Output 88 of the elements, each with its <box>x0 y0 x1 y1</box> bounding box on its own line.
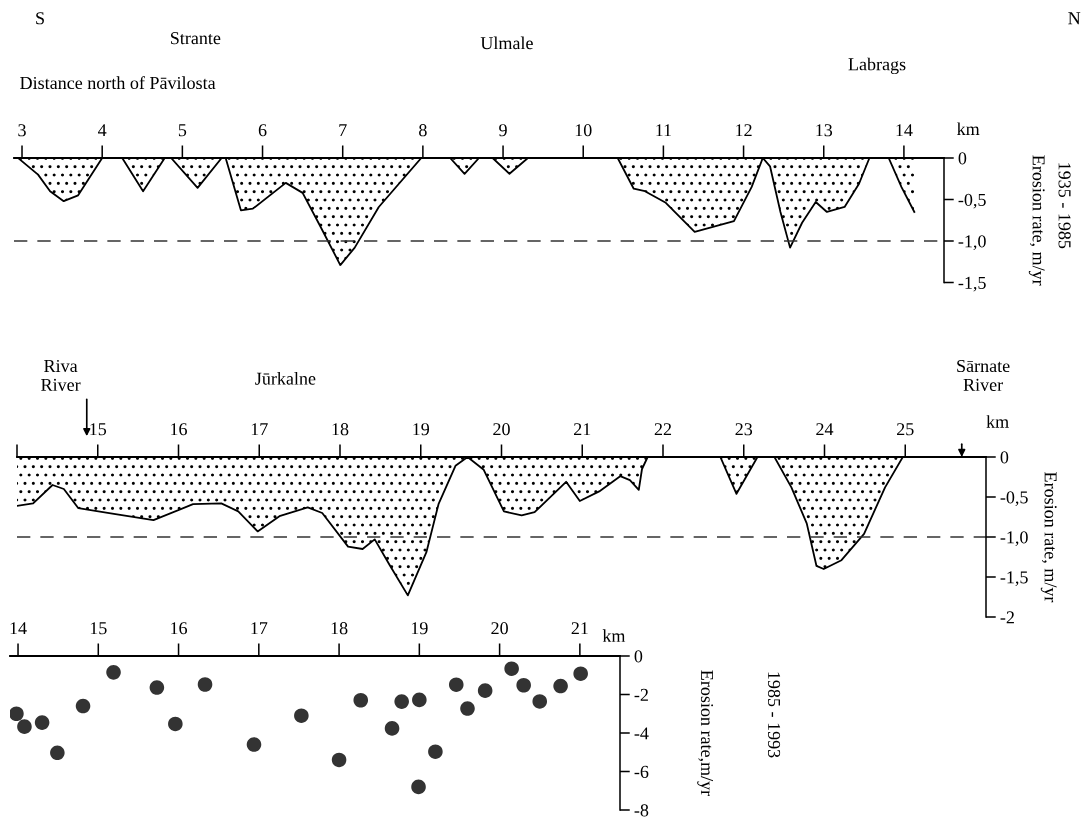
x-tick-label: 14 <box>896 124 913 137</box>
point <box>412 692 427 708</box>
x-tick-label: 4 <box>98 124 107 137</box>
y-axis-title: Erosion rate, m/yr <box>1040 472 1057 603</box>
point <box>516 677 531 693</box>
x-tick-label: 24 <box>816 423 834 436</box>
x-tick-label: 17 <box>251 423 268 436</box>
x-tick-label: 10 <box>575 124 592 137</box>
point <box>75 698 91 714</box>
point <box>460 701 475 716</box>
text: N <box>1068 12 1081 25</box>
x-tick-label: 5 <box>178 124 187 137</box>
x-tick-label: 13 <box>816 124 833 137</box>
y-tick-label: -8 <box>634 804 649 817</box>
text: Ulmale <box>480 36 533 50</box>
point <box>17 719 32 734</box>
y-tick-label: -1,5 <box>958 276 986 292</box>
point <box>384 721 400 736</box>
x-tick-label: 9 <box>499 124 507 137</box>
y-tick-label: -4 <box>634 727 649 740</box>
point <box>504 661 519 676</box>
x-tick-label: 19 <box>413 423 430 436</box>
point <box>50 745 65 761</box>
x-tick-label: 17 <box>251 622 268 635</box>
y-tick-label: -1,0 <box>958 235 986 251</box>
point <box>168 716 183 732</box>
x-tick-label: 18 <box>332 423 349 436</box>
point <box>331 752 347 768</box>
x-tick-label: 15 <box>90 423 107 436</box>
x-tick-label: 18 <box>331 622 348 635</box>
text: km <box>602 629 626 642</box>
text: 1985 - 1993 <box>767 672 781 758</box>
text: Strante <box>170 32 221 45</box>
y-axis-title: Erosion rate, m/yr <box>1028 155 1045 286</box>
y-tick-label: -2 <box>634 688 648 701</box>
x-tick-label: 16 <box>171 423 187 436</box>
y-tick-label: -0,5 <box>958 193 986 209</box>
point <box>394 694 409 709</box>
y-tick-label: -0,5 <box>1000 491 1028 507</box>
text: Labrags <box>848 57 906 75</box>
text: Sārnate River <box>957 359 1010 391</box>
x-tick-label: 16 <box>171 622 188 635</box>
y-tick-label: -6 <box>634 765 649 778</box>
text: S <box>36 12 44 25</box>
x-tick-label: 21 <box>574 423 591 436</box>
x-tick-label: 20 <box>493 423 510 436</box>
text: Riva River <box>41 359 81 391</box>
x-tick-label: 7 <box>339 124 347 137</box>
x-tick-label: 22 <box>654 423 672 436</box>
x-tick-label: 21 <box>571 622 588 635</box>
point <box>411 779 426 795</box>
point <box>477 683 493 698</box>
y-tick-label: 0 <box>1000 451 1009 464</box>
x-tick-label: 20 <box>491 622 508 635</box>
point <box>553 678 568 694</box>
x-tick-label: 14 <box>10 622 27 635</box>
point <box>573 666 588 681</box>
y-tick-label: -1,5 <box>1000 571 1028 587</box>
x-tick-label: 12 <box>736 124 752 137</box>
x-tick-label: 6 <box>258 124 267 137</box>
text: km <box>986 415 1009 428</box>
text: 1935 - 1985 <box>1058 163 1071 249</box>
point <box>106 665 121 680</box>
point <box>448 677 464 692</box>
x-axis-title: Distance north of Pāvilosta <box>20 76 216 90</box>
x-tick-label: 15 <box>90 622 107 635</box>
x-tick-label: 8 <box>419 124 427 137</box>
x-tick-label: 25 <box>897 423 914 436</box>
text: km <box>956 122 980 135</box>
y-tick-label: -1,0 <box>1000 531 1028 547</box>
point <box>246 737 262 752</box>
point <box>10 706 24 722</box>
point <box>532 694 548 709</box>
y-tick-label: -2 <box>1000 611 1014 624</box>
point <box>428 744 443 759</box>
point <box>197 677 213 692</box>
y-tick-label: 0 <box>958 152 967 165</box>
point <box>149 680 165 695</box>
point <box>294 708 309 723</box>
point <box>34 715 50 730</box>
x-tick-label: 11 <box>656 124 671 137</box>
point <box>353 692 369 708</box>
y-axis-title: Erosion rate,m/yr <box>697 670 714 797</box>
x-tick-label: 19 <box>411 622 428 635</box>
text: Jūrkalne <box>255 372 316 385</box>
y-tick-label: 0 <box>634 650 643 663</box>
x-tick-label: 23 <box>735 423 753 436</box>
x-tick-label: 3 <box>18 124 26 137</box>
